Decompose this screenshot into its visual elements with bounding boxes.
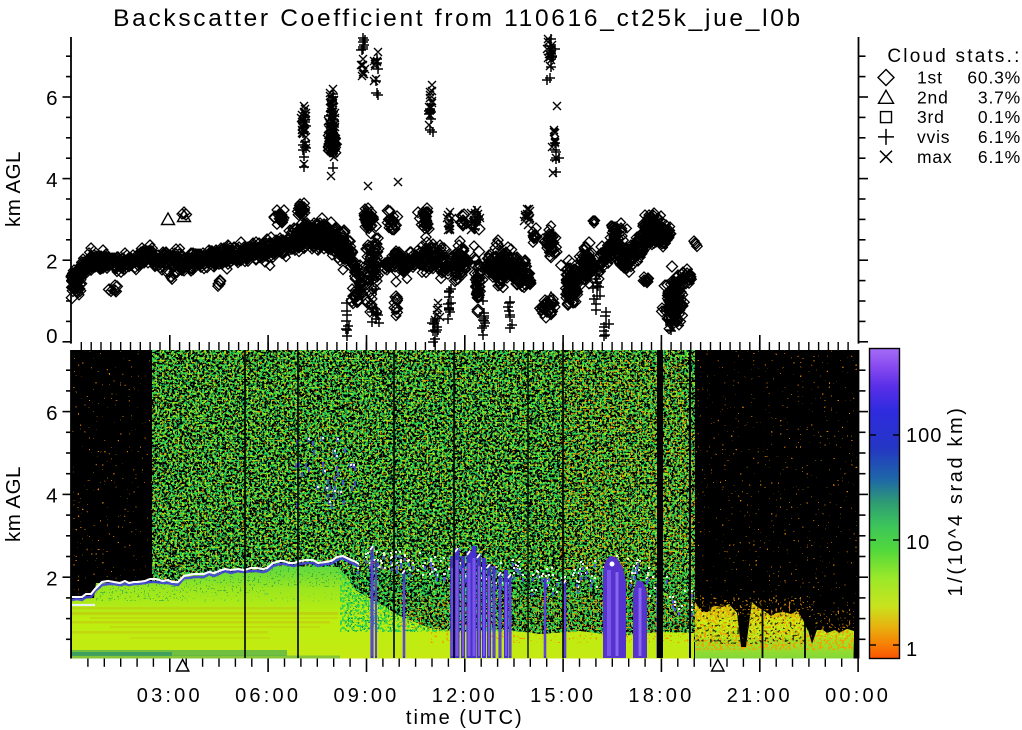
svg-text:0: 0 (46, 325, 57, 348)
svg-text:06:00: 06:00 (235, 685, 301, 707)
svg-text:3rd: 3rd (917, 107, 945, 127)
svg-text:Cloud stats.:: Cloud stats.: (887, 46, 1021, 67)
svg-text:10: 10 (906, 532, 930, 554)
svg-text:15:00: 15:00 (530, 685, 596, 707)
svg-text:09:00: 09:00 (333, 685, 399, 707)
svg-text:vvis: vvis (917, 127, 950, 147)
svg-text:4: 4 (46, 169, 57, 192)
svg-text:2: 2 (46, 250, 57, 273)
svg-text:2: 2 (46, 567, 57, 590)
svg-text:3.7%: 3.7% (978, 87, 1021, 107)
svg-text:21:00: 21:00 (727, 685, 793, 707)
svg-text:12:00: 12:00 (432, 685, 498, 707)
svg-text:100: 100 (906, 425, 942, 447)
svg-text:6.1%: 6.1% (978, 127, 1021, 147)
svg-text:max: max (917, 147, 952, 167)
svg-text:time (UTC): time (UTC) (406, 707, 524, 729)
svg-text:0.1%: 0.1% (978, 107, 1021, 127)
svg-text:03:00: 03:00 (137, 685, 203, 707)
svg-text:4: 4 (46, 485, 57, 508)
svg-text:18:00: 18:00 (628, 685, 694, 707)
svg-text:km AGL: km AGL (2, 466, 25, 542)
svg-text:60.3%: 60.3% (967, 68, 1021, 88)
svg-text:6: 6 (46, 87, 57, 110)
svg-text:6: 6 (46, 402, 57, 425)
svg-text:00:00: 00:00 (825, 685, 891, 707)
svg-text:2nd: 2nd (917, 87, 949, 107)
svg-text:1: 1 (906, 639, 918, 661)
svg-text:1st: 1st (917, 68, 943, 88)
svg-text:Backscatter Coefficient from 1: Backscatter Coefficient from 110616_ct25… (113, 5, 803, 32)
svg-text:km AGL: km AGL (2, 151, 25, 227)
svg-text:6.1%: 6.1% (978, 147, 1021, 167)
svg-text:1/(10^4 srad km): 1/(10^4 srad km) (945, 405, 967, 596)
